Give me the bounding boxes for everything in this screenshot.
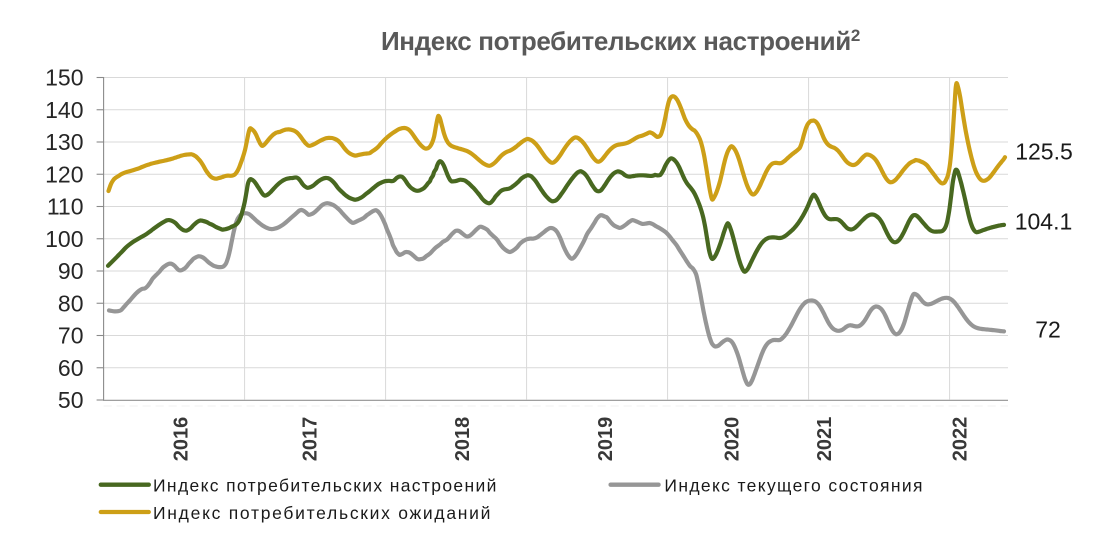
svg-text:72: 72 [1035, 317, 1061, 343]
svg-text:2018: 2018 [452, 417, 474, 462]
svg-text:125.5: 125.5 [1015, 139, 1073, 165]
svg-text:Индекс потребительских настрое: Индекс потребительских настроений2 [381, 26, 860, 57]
svg-text:Индекс потребительских настрое: Индекс потребительских настроений [153, 476, 498, 496]
svg-text:2019: 2019 [595, 417, 617, 462]
svg-text:Индекс текущего состояния: Индекс текущего состояния [664, 476, 923, 496]
svg-text:120: 120 [45, 161, 83, 187]
svg-text:130: 130 [45, 129, 83, 155]
svg-text:Индекс потребительских ожидани: Индекс потребительских ожиданий [153, 503, 492, 523]
svg-text:100: 100 [45, 226, 83, 252]
svg-text:150: 150 [45, 65, 83, 91]
svg-text:50: 50 [58, 387, 84, 413]
svg-text:60: 60 [58, 355, 84, 381]
svg-text:90: 90 [58, 258, 84, 284]
svg-text:2021: 2021 [814, 417, 836, 462]
svg-text:2017: 2017 [300, 417, 322, 462]
svg-text:140: 140 [45, 97, 83, 123]
svg-text:2020: 2020 [722, 417, 744, 462]
svg-text:2022: 2022 [950, 417, 972, 462]
svg-text:104.1: 104.1 [1015, 209, 1073, 235]
svg-text:70: 70 [58, 323, 84, 349]
svg-text:110: 110 [47, 194, 84, 220]
svg-text:80: 80 [58, 290, 84, 316]
svg-text:2016: 2016 [171, 417, 193, 462]
